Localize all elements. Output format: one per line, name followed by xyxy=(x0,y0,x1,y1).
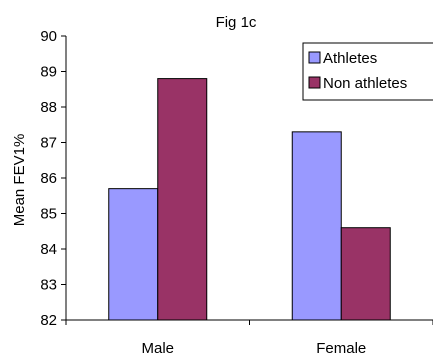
bars xyxy=(108,78,391,321)
y-tick-label: 84 xyxy=(40,241,57,258)
bar-non-athletes-male xyxy=(157,78,208,321)
chart-title: Fig 1c xyxy=(216,14,257,31)
y-tick-label: 82 xyxy=(40,312,57,329)
y-tick-label: 88 xyxy=(40,99,57,116)
bar-athletes-male xyxy=(108,188,159,321)
legend-swatch xyxy=(308,76,321,89)
axes: 82 83 84 85 86 87 88 89 90 Male Female xyxy=(40,28,433,357)
bar-non-athletes-female xyxy=(340,227,391,321)
x-tick-label: Female xyxy=(316,340,366,357)
y-tick-label: 86 xyxy=(40,170,57,187)
y-tick-label: 83 xyxy=(40,277,57,294)
x-tick-label: Male xyxy=(141,340,174,357)
legend: Athletes Non athletes xyxy=(302,42,433,101)
y-tick-label: 90 xyxy=(40,28,57,45)
y-tick-label: 85 xyxy=(40,206,57,223)
legend-box xyxy=(302,42,433,101)
legend-label: Athletes xyxy=(323,50,377,67)
bar-athletes-female xyxy=(291,131,342,321)
y-tick-label: 87 xyxy=(40,135,57,152)
legend-swatch xyxy=(308,51,321,64)
legend-label: Non athletes xyxy=(323,75,407,92)
y-tick-label: 89 xyxy=(40,64,57,81)
y-axis-label: Mean FEV1% xyxy=(11,134,28,227)
